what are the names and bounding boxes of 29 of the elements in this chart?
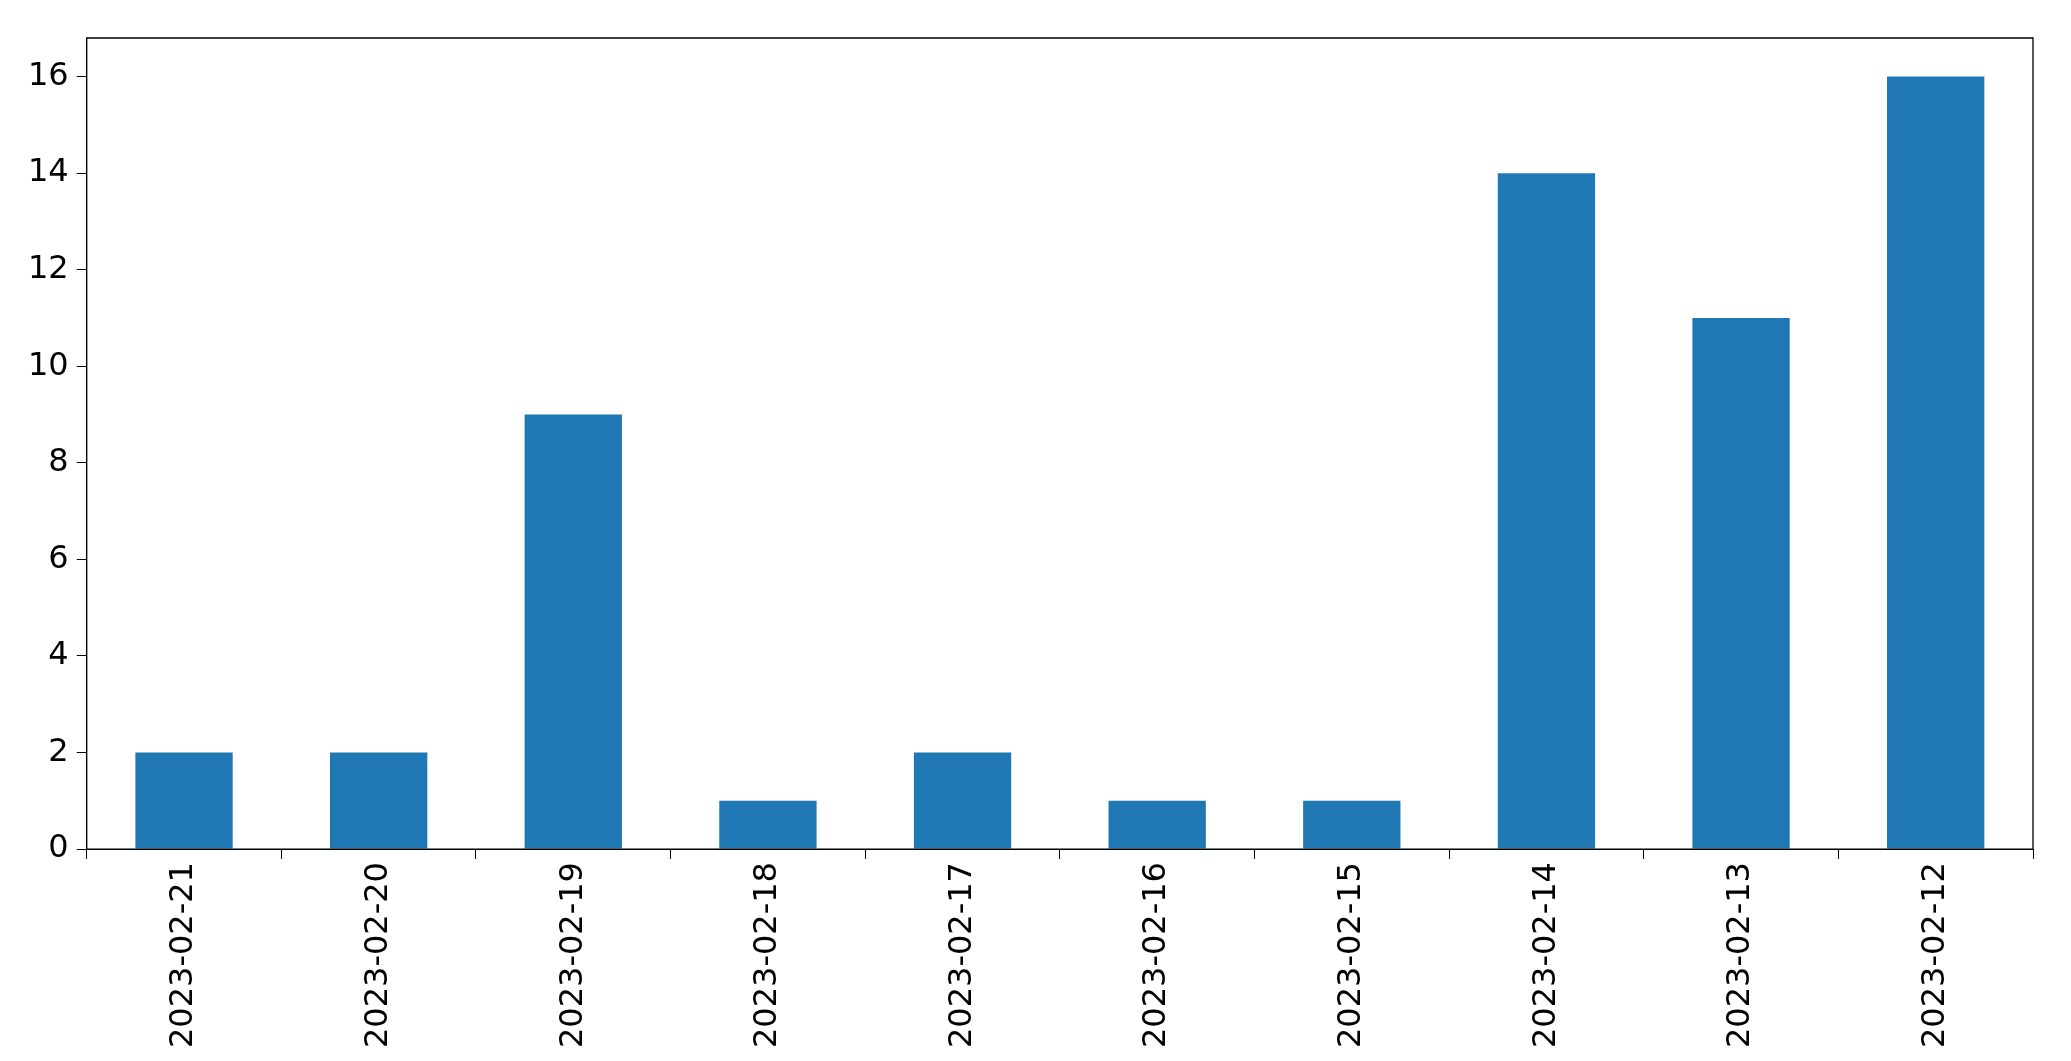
x-tick-label: 2023-02-12 bbox=[1914, 862, 1952, 1048]
bar bbox=[913, 752, 1012, 849]
bar bbox=[135, 752, 233, 849]
bar bbox=[524, 414, 622, 849]
bar bbox=[719, 800, 817, 849]
bar bbox=[330, 752, 428, 849]
x-tick-label: 2023-02-20 bbox=[356, 862, 395, 1048]
x-tick-label: 2023-02-19 bbox=[551, 862, 590, 1048]
bar bbox=[1692, 318, 1790, 849]
x-tick-label: 2023-02-13 bbox=[1719, 862, 1758, 1048]
x-tick-label: 2023-02-21 bbox=[162, 862, 201, 1048]
y-tick-label: 16 bbox=[28, 54, 69, 93]
y-tick-label: 10 bbox=[28, 344, 69, 383]
y-tick-label: 2 bbox=[48, 730, 69, 769]
y-tick-label: 14 bbox=[28, 151, 69, 190]
y-tick-label: 0 bbox=[48, 827, 69, 866]
x-tick-label: 2023-02-16 bbox=[1135, 862, 1174, 1048]
x-tick-label: 2023-02-15 bbox=[1330, 862, 1369, 1048]
bar bbox=[1303, 800, 1401, 849]
y-tick-label: 6 bbox=[48, 537, 69, 576]
bar bbox=[1497, 173, 1596, 849]
y-tick-label: 4 bbox=[48, 634, 69, 673]
x-tick-label: 2023-02-18 bbox=[746, 862, 785, 1048]
y-tick-label: 12 bbox=[28, 248, 69, 287]
x-tick-label: 2023-02-14 bbox=[1524, 862, 1563, 1048]
x-tick-label: 2023-02-17 bbox=[940, 862, 979, 1048]
y-tick-label: 8 bbox=[48, 441, 69, 480]
bar bbox=[1108, 800, 1206, 849]
bar bbox=[1887, 76, 1985, 849]
